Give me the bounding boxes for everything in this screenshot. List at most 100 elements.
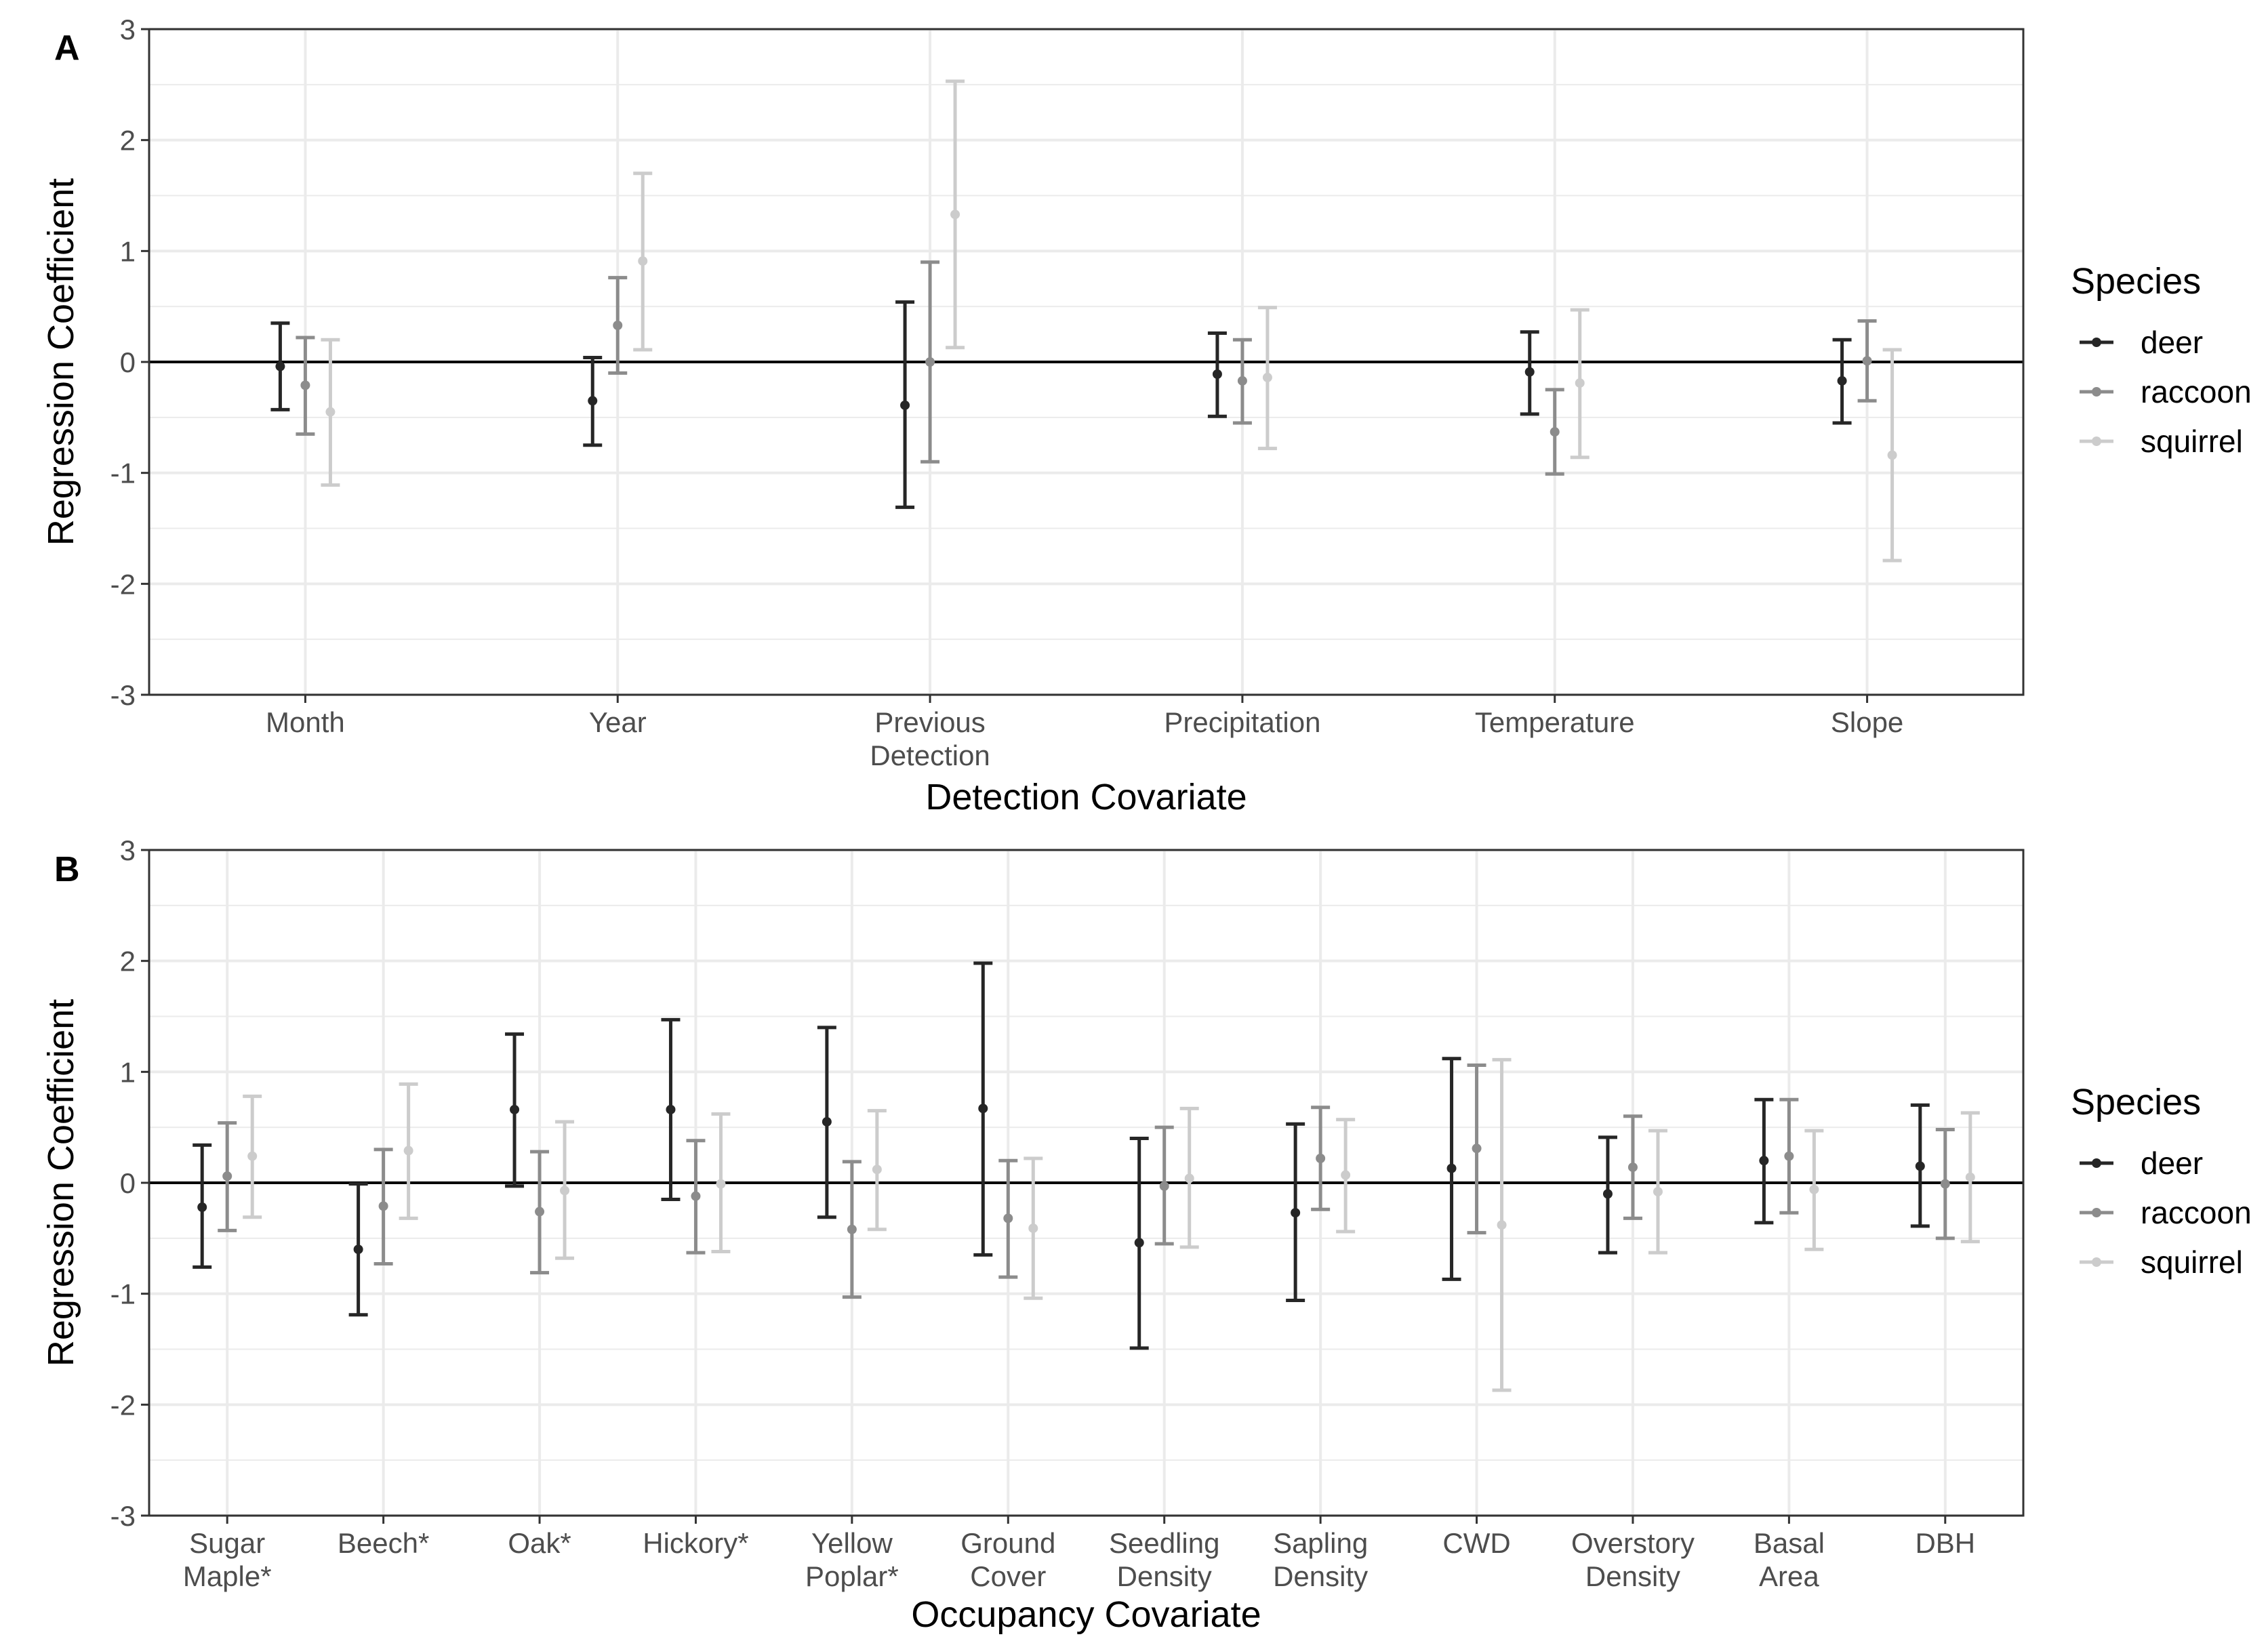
x-tick-label: Month xyxy=(266,706,345,738)
x-axis-title: Detection Covariate xyxy=(925,777,1247,817)
point-deer xyxy=(588,396,598,406)
point-deer xyxy=(666,1104,676,1114)
legend-key-point-raccoon xyxy=(2092,387,2101,397)
point-raccoon xyxy=(1159,1181,1169,1191)
x-tick-label: Density xyxy=(1585,1560,1680,1592)
point-raccoon xyxy=(1940,1179,1950,1189)
series-raccoon xyxy=(296,260,1877,476)
y-tick-label: -3 xyxy=(110,679,136,711)
point-squirrel xyxy=(1653,1187,1663,1197)
x-tick-label: Sugar xyxy=(189,1527,265,1559)
x-tick-label: Temperature xyxy=(1475,706,1635,738)
point-deer xyxy=(822,1116,832,1127)
point-raccoon xyxy=(1784,1151,1794,1161)
point-squirrel xyxy=(1028,1223,1038,1234)
x-tick-label: Beech* xyxy=(338,1527,429,1559)
x-tick-label: Density xyxy=(1117,1560,1212,1592)
point-deer xyxy=(1915,1161,1925,1171)
point-deer xyxy=(1291,1208,1301,1218)
point-squirrel xyxy=(1809,1184,1819,1194)
point-deer xyxy=(1446,1163,1457,1173)
point-deer xyxy=(978,1103,988,1114)
x-tick-label: Density xyxy=(1273,1560,1368,1592)
x-axis-title: Occupancy Covariate xyxy=(911,1594,1261,1635)
y-tick-label: 0 xyxy=(120,1167,136,1199)
legend-label-deer: deer xyxy=(2141,1146,2203,1181)
point-squirrel xyxy=(638,256,648,266)
x-tick-label: Previous xyxy=(874,706,985,738)
x-tick-label: Poplar* xyxy=(805,1560,899,1592)
point-raccoon xyxy=(1862,356,1872,366)
x-tick-label: Basal xyxy=(1754,1527,1825,1559)
x-tick-label: Precipitation xyxy=(1164,706,1320,738)
legend-key-point-deer xyxy=(2092,338,2101,347)
point-raccoon xyxy=(1237,376,1247,386)
point-raccoon xyxy=(1472,1143,1482,1154)
y-tick-label: 2 xyxy=(120,946,136,977)
point-deer xyxy=(1602,1189,1613,1199)
point-raccoon xyxy=(300,380,310,390)
point-deer xyxy=(1212,369,1222,380)
point-squirrel xyxy=(1184,1173,1194,1183)
point-squirrel xyxy=(1575,378,1585,388)
panel-label: B xyxy=(54,850,80,889)
series-raccoon xyxy=(218,1063,1955,1299)
legend-key-point-squirrel xyxy=(2092,1257,2101,1267)
y-tick-label: -2 xyxy=(110,568,136,600)
y-tick-label: -3 xyxy=(110,1500,136,1532)
point-raccoon xyxy=(1550,427,1560,437)
y-tick-label: 1 xyxy=(120,235,136,267)
y-tick-label: 2 xyxy=(120,125,136,157)
legend-label-raccoon: raccoon xyxy=(2141,1195,2252,1230)
legend-key-point-squirrel xyxy=(2092,437,2101,446)
point-raccoon xyxy=(613,320,623,330)
y-tick-label: 3 xyxy=(120,14,136,45)
point-squirrel xyxy=(1887,450,1897,460)
point-deer xyxy=(1837,376,1847,386)
legend-key-point-deer xyxy=(2092,1158,2101,1168)
x-tick-label: Sapling xyxy=(1273,1527,1368,1559)
x-tick-label: Detection xyxy=(870,740,990,771)
x-tick-label: Ground xyxy=(960,1527,1055,1559)
y-tick-label: 0 xyxy=(120,346,136,378)
point-squirrel xyxy=(1341,1170,1351,1180)
panel-label: A xyxy=(54,28,80,68)
y-axis-title: Regression Coefficient xyxy=(41,999,81,1366)
x-tick-label: Maple* xyxy=(183,1560,272,1592)
legend-label-raccoon: raccoon xyxy=(2141,374,2252,409)
point-raccoon xyxy=(1627,1162,1638,1173)
legend-title: Species xyxy=(2071,261,2201,302)
point-raccoon xyxy=(847,1224,857,1234)
x-tick-label: Yellow xyxy=(811,1527,893,1559)
legend-key-point-raccoon xyxy=(2092,1208,2101,1217)
legend: Species deer raccoon squirrel xyxy=(2071,261,2252,459)
legend-label-deer: deer xyxy=(2141,325,2203,360)
x-tick-label: Cover xyxy=(970,1560,1046,1592)
legend-title: Species xyxy=(2071,1082,2201,1122)
series-deer xyxy=(193,961,1930,1350)
y-tick-label: -1 xyxy=(110,1278,136,1310)
point-squirrel xyxy=(560,1186,570,1196)
point-raccoon xyxy=(222,1171,232,1181)
y-tick-label: -1 xyxy=(110,458,136,489)
point-squirrel xyxy=(872,1164,882,1175)
series-deer xyxy=(270,300,1852,509)
x-tick-label: Oak* xyxy=(508,1527,571,1559)
point-deer xyxy=(275,361,285,371)
y-tick-label: 3 xyxy=(120,834,136,866)
point-raccoon xyxy=(925,357,935,367)
point-squirrel xyxy=(1965,1172,1975,1182)
x-tick-label: DBH xyxy=(1915,1527,1975,1559)
y-tick-label: -2 xyxy=(110,1389,136,1421)
point-raccoon xyxy=(691,1191,701,1201)
legend: Species deer raccoon squirrel xyxy=(2071,1082,2252,1280)
y-axis-title: Regression Coefficient xyxy=(41,178,81,546)
point-squirrel xyxy=(950,209,960,220)
point-deer xyxy=(1134,1238,1144,1248)
legend-label-squirrel: squirrel xyxy=(2141,424,2243,459)
point-squirrel xyxy=(1262,372,1272,382)
point-deer xyxy=(1759,1156,1769,1166)
point-deer xyxy=(353,1244,363,1255)
